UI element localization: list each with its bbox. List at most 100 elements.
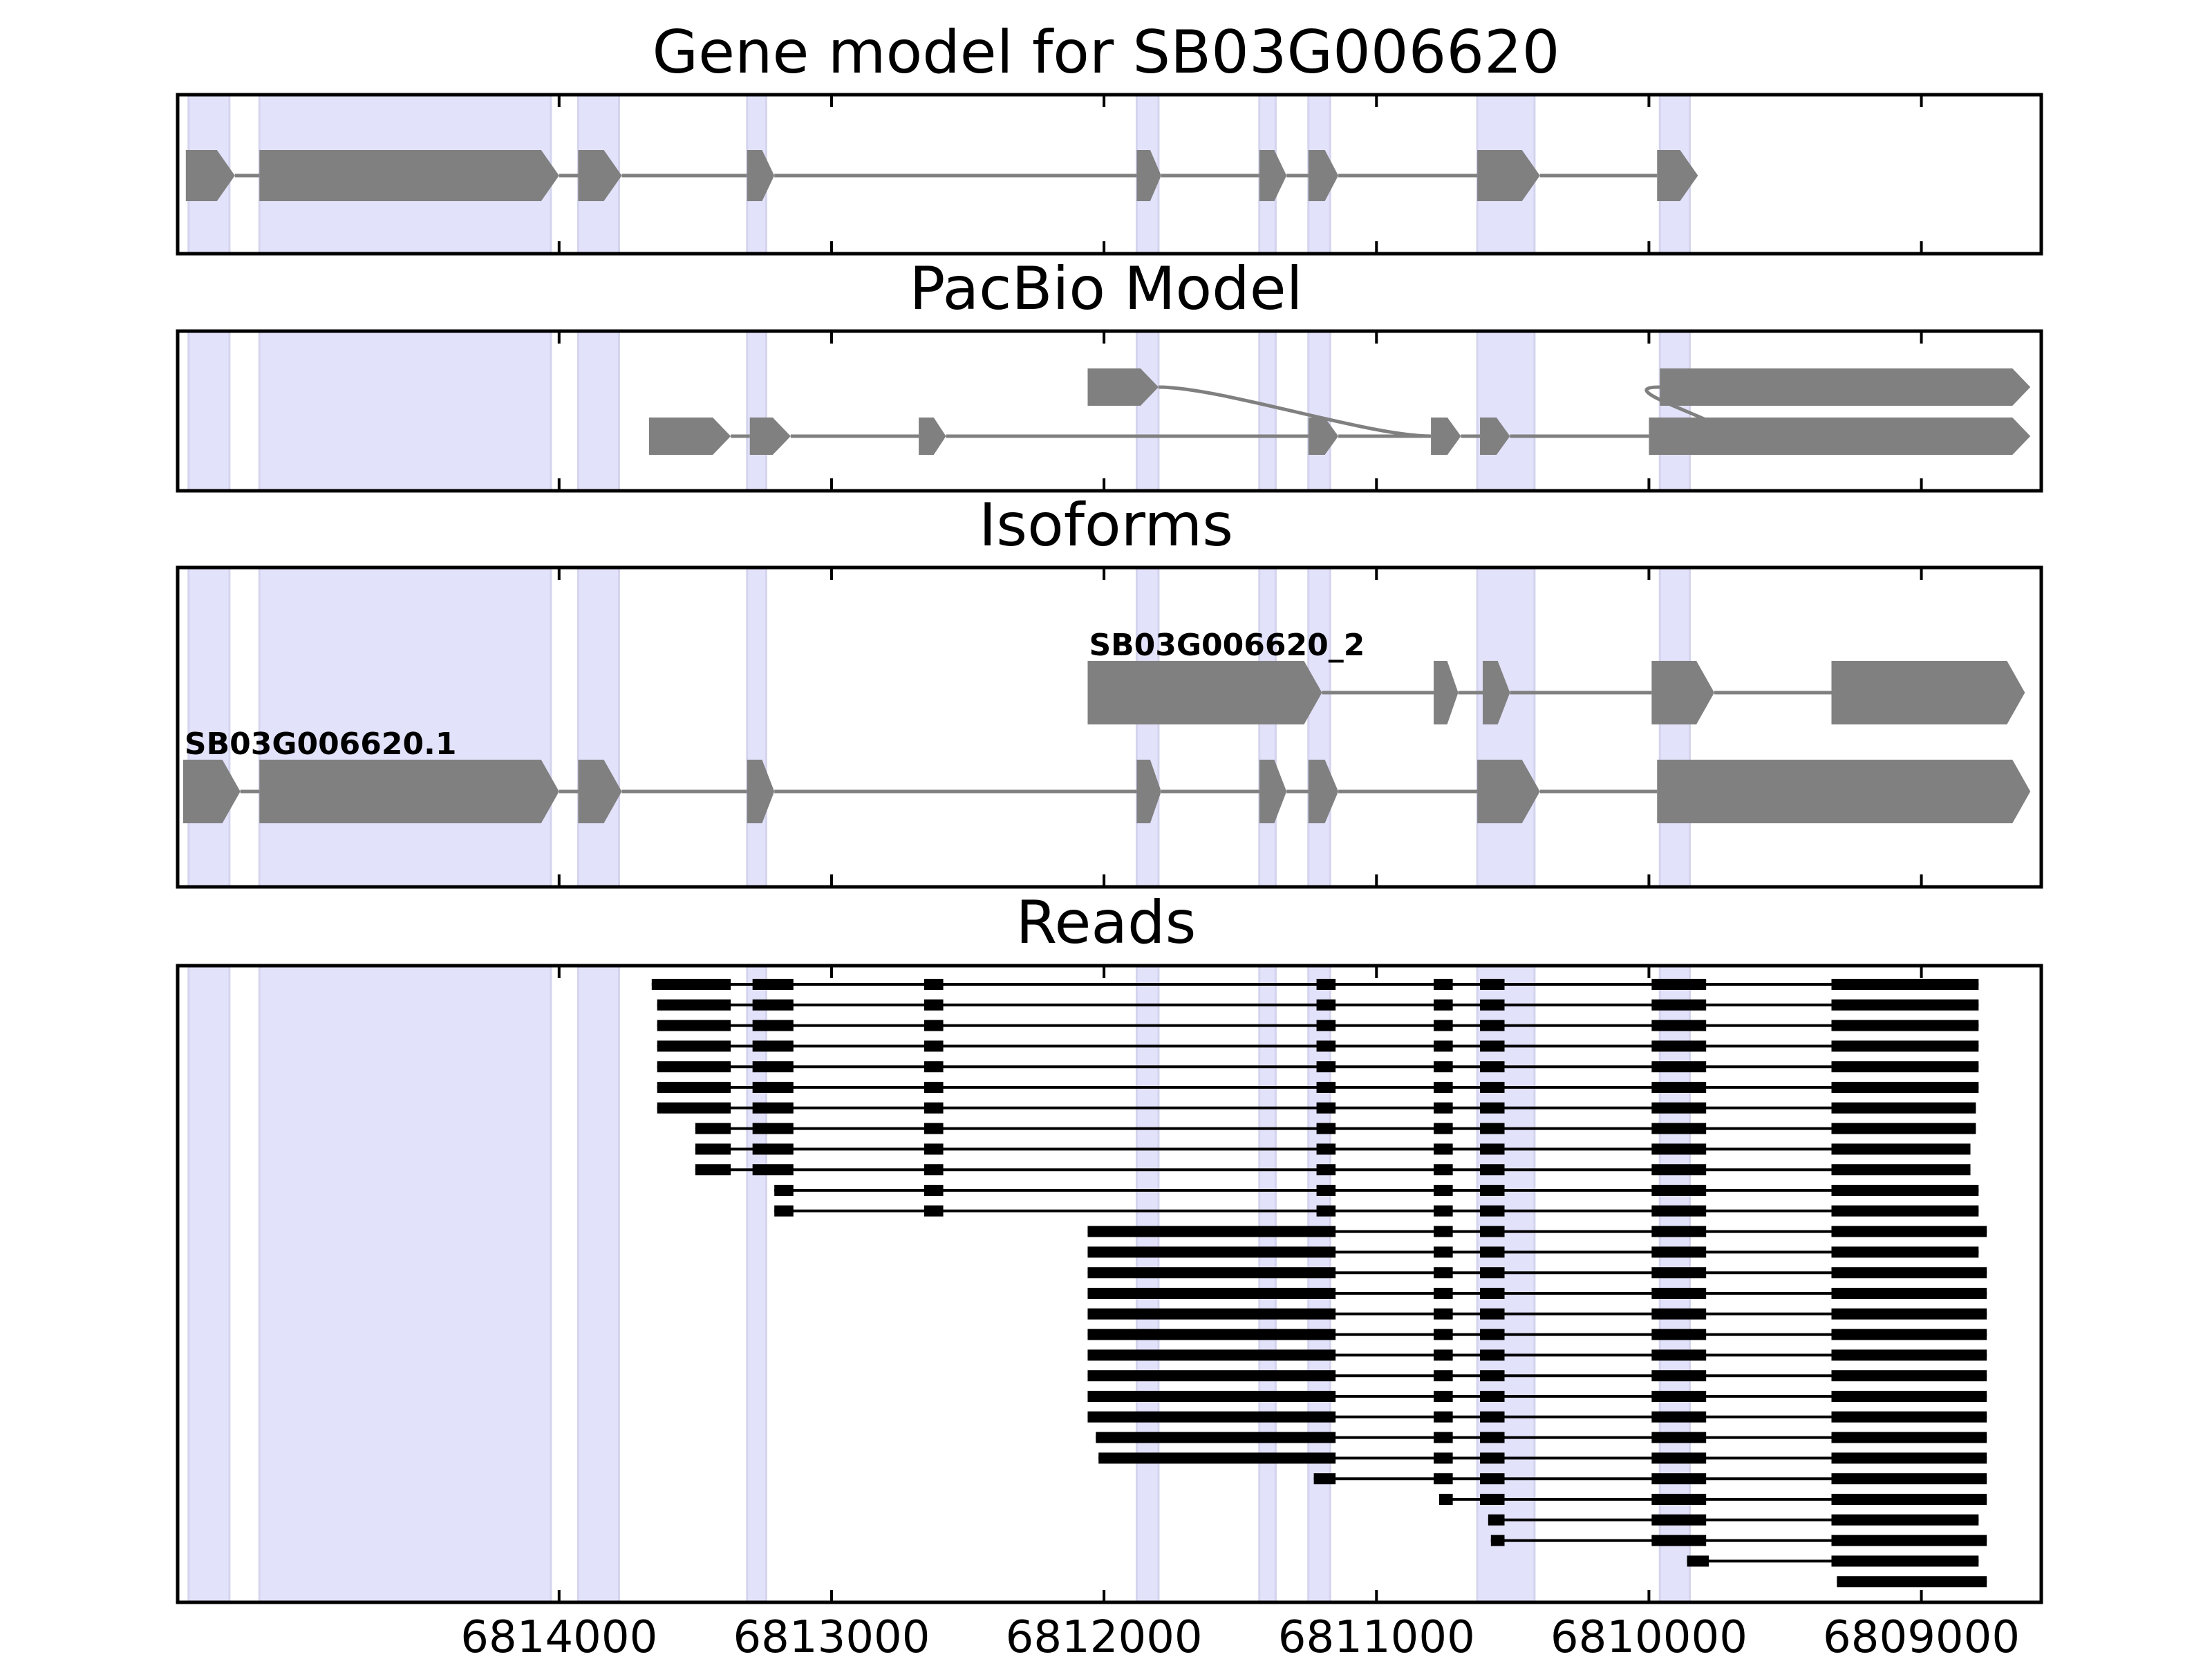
read-block — [1831, 1226, 1987, 1237]
read-block — [752, 999, 794, 1011]
highlight-band — [1307, 964, 1331, 1604]
highlight-band — [577, 964, 621, 1604]
read-block — [1480, 1308, 1505, 1320]
read-block — [1096, 1432, 1336, 1443]
highlight-band — [1258, 566, 1277, 888]
read-block — [1480, 1226, 1505, 1237]
highlight-band — [258, 566, 552, 888]
read-block — [1480, 1082, 1505, 1093]
read-block — [1480, 1329, 1505, 1340]
exon — [1434, 661, 1459, 724]
exon — [1482, 661, 1510, 724]
read-block — [1316, 1164, 1336, 1176]
read-block — [1316, 1102, 1336, 1114]
exon — [185, 150, 235, 201]
read-block — [1087, 1411, 1336, 1423]
read-block — [1087, 1288, 1336, 1299]
read-block — [1087, 1226, 1336, 1237]
read-block — [1837, 1576, 1987, 1588]
read-block — [1434, 1143, 1453, 1155]
exon — [1660, 418, 2031, 455]
read-block — [1831, 1432, 1987, 1443]
read-block — [1434, 1164, 1453, 1176]
highlight-band — [577, 330, 621, 492]
exon — [259, 760, 559, 823]
read-block — [1480, 1349, 1505, 1361]
read-block — [1098, 1452, 1336, 1464]
read-block — [924, 1020, 944, 1031]
read-row — [657, 1061, 1979, 1073]
read-block — [752, 1082, 794, 1093]
read-block — [657, 1102, 731, 1114]
x-tick-label: 6814000 — [460, 1612, 657, 1659]
read-row — [1096, 1432, 1987, 1443]
read-block — [1434, 1246, 1453, 1258]
read-block — [1831, 1102, 1976, 1114]
read-row — [1087, 1411, 1987, 1423]
gene-model-plot — [176, 93, 2043, 256]
read-block — [1831, 1082, 1979, 1093]
read-block — [1434, 1411, 1453, 1423]
read-block — [1480, 1411, 1505, 1423]
highlight-band — [1476, 330, 1536, 492]
read-row — [1837, 1576, 1987, 1588]
exon — [1259, 760, 1287, 823]
read-block — [1434, 1123, 1453, 1134]
read-block — [1831, 1411, 1987, 1423]
read-row — [1313, 1473, 1987, 1485]
read-block — [1831, 1246, 1979, 1258]
read-row — [1087, 1349, 1987, 1361]
read-row — [1488, 1514, 1979, 1526]
exon — [1087, 661, 1322, 724]
read-block — [1651, 1473, 1707, 1485]
read-block — [1480, 1185, 1505, 1196]
exon — [648, 418, 731, 455]
read-block — [1488, 1514, 1505, 1526]
highlight-band — [258, 964, 552, 1604]
read-block — [1651, 1020, 1707, 1031]
read-block — [1434, 1267, 1453, 1279]
read-block — [924, 1185, 944, 1196]
read-block — [1831, 1494, 1987, 1505]
read-block — [1087, 1370, 1336, 1382]
read-block — [1087, 1246, 1336, 1258]
read-block — [1831, 1185, 1979, 1196]
read-block — [924, 1143, 944, 1155]
read-block — [1434, 1040, 1453, 1052]
panel-title-reads: Reads — [1016, 888, 1197, 957]
splice-curve — [1158, 385, 1432, 438]
read-block — [657, 1040, 731, 1052]
exon — [919, 418, 946, 455]
read-block — [1316, 1020, 1336, 1031]
read-block — [1316, 1143, 1336, 1155]
read-block — [1480, 1061, 1505, 1073]
read-row — [695, 1123, 1976, 1134]
read-block — [1087, 1391, 1336, 1402]
read-block — [1651, 1102, 1707, 1114]
read-block — [1434, 1349, 1453, 1361]
read-block — [1651, 1308, 1707, 1320]
read-block — [1480, 1246, 1505, 1258]
read-block — [1434, 1226, 1453, 1237]
read-block — [1480, 1123, 1505, 1134]
exon — [578, 150, 622, 201]
read-block — [924, 999, 944, 1011]
read-row — [1087, 1246, 1979, 1258]
exon — [1308, 150, 1339, 201]
read-row — [1438, 1494, 1987, 1505]
exon — [747, 760, 775, 823]
exon — [1657, 760, 2031, 823]
read-block — [1087, 1349, 1336, 1361]
read-block — [924, 1123, 944, 1134]
read-block — [752, 1061, 794, 1073]
read-row — [1087, 1370, 1987, 1382]
read-block — [1831, 1267, 1987, 1279]
read-block — [1316, 1205, 1336, 1217]
read-block — [1687, 1555, 1709, 1567]
read-block — [752, 1040, 794, 1052]
read-block — [1434, 1329, 1453, 1340]
read-block — [1831, 1452, 1987, 1464]
isoform-label: SB03G006620.1 — [185, 727, 457, 762]
panel-title-pacbio-model: PacBio Model — [909, 254, 1302, 324]
read-row — [1087, 1226, 1987, 1237]
